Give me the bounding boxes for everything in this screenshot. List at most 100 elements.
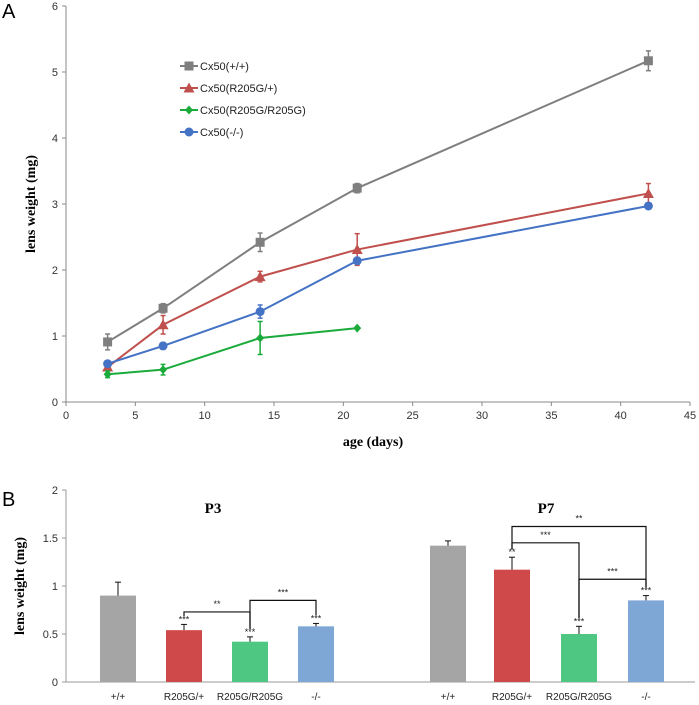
legend-item: Cx50(R205G/+) [180,82,277,95]
data-point [643,56,653,66]
series-line [107,204,649,365]
y-tick-label: 6 [52,1,58,13]
bar-group-p7: P7+/+**R205G/+***R205G/R205G***-/-******… [430,501,664,703]
y-tick-label: 0 [52,397,58,409]
x-tick-label: 45 [684,410,696,422]
x-tick-label: 10 [199,410,211,422]
bar [232,641,268,682]
legend-item: Cx50(+/+) [180,61,249,73]
category-label: -/- [641,692,650,703]
significance-label: *** [641,586,652,596]
x-tick-label: 15 [268,410,280,422]
category-label: R205G/+ [492,692,532,703]
series-0 [103,50,653,351]
bracket-label: *** [278,587,289,597]
legend-marker [184,127,194,137]
y-tick-label: 1 [52,581,58,593]
y-axis-title: lens weight (mg) [13,537,28,635]
data-point [255,237,265,247]
bar [628,600,664,682]
series-line [106,192,649,368]
category-label: R205G/+ [164,692,204,703]
y-tick-label: 2 [52,265,58,277]
legend-label: Cx50(R205G/+) [200,83,277,95]
y-tick-label: 1.5 [43,533,58,545]
significance-label: ** [508,547,516,557]
x-tick-label: 25 [407,410,419,422]
bracket-label: *** [540,530,551,540]
data-point [352,183,362,193]
group-title: P3 [205,501,222,517]
significance-bracket [511,525,647,588]
significance-bracket [249,599,317,629]
legend-marker [183,82,195,93]
legend-label: Cx50(+/+) [200,61,249,73]
series-line [107,327,358,376]
category-label: -/- [311,692,320,703]
bar [298,626,334,682]
data-point [157,319,169,330]
data-point [254,271,266,282]
significance-bracket [183,611,251,629]
legend-item: Cx50(-/-) [180,127,243,139]
data-point [642,187,654,198]
y-tick-label: 0.5 [43,629,58,641]
bar [561,634,597,682]
bar [430,545,466,682]
bracket-label: ** [575,513,583,523]
significance-label: *** [574,616,585,626]
y-tick-label: 5 [52,67,58,79]
bracket-label: *** [607,566,618,576]
x-tick-label: 20 [337,410,349,422]
panel-b-bar-chart: 0 0.5 1 1.5 2 lens weight (mg) P3 +/+ *** R205G/+… [13,485,695,703]
data-point [352,256,362,266]
x-tick-label: 0 [63,410,69,422]
data-point [351,244,363,255]
y-tick-label: 3 [52,199,58,211]
category-label: +/+ [111,692,126,703]
legend-marker [185,105,193,115]
data-point [255,307,265,317]
significance-label: *** [311,613,322,623]
category-label: R205G/R205G [217,692,283,703]
data-point [643,201,653,211]
significance-label: *** [179,614,190,624]
legend-marker [184,61,194,71]
x-axis-title: age (days) [343,435,404,450]
y-tick-label: 2 [52,485,58,497]
bar [166,630,202,682]
bar [494,569,530,682]
data-point [256,333,265,343]
x-tick-label: 30 [476,410,488,422]
data-point [103,337,113,347]
bar [100,595,136,682]
x-tick-label: 40 [615,410,627,422]
significance-bracket [578,578,647,619]
legend-item: Cx50(R205G/R205G) [180,105,306,117]
panel-a-letter: A [2,1,16,23]
legend-label: Cx50(R205G/R205G) [200,105,306,117]
series-1 [102,182,654,372]
series-3 [103,201,653,369]
bracket-label: ** [213,599,221,609]
significance-label: *** [245,627,256,637]
series-line [107,59,649,343]
panel-b-letter: B [2,489,15,511]
data-point [158,341,168,351]
x-tick-label: 35 [545,410,557,422]
data-point [353,323,362,333]
series-2 [103,320,362,379]
legend-label: Cx50(-/-) [200,127,243,139]
x-tick-label: 5 [132,410,138,422]
category-label: +/+ [441,692,456,703]
y-tick-label: 1 [52,331,58,343]
bar-group-p3: P3+/+***R205G/+***R205G/R205G***-/-***** [100,501,334,703]
data-point [158,303,168,313]
y-tick-label: 4 [52,133,58,145]
y-axis-title: lens weight (mg) [24,155,39,253]
data-point [103,359,113,369]
data-point [103,369,112,379]
category-label: R205G/R205G [546,692,612,703]
